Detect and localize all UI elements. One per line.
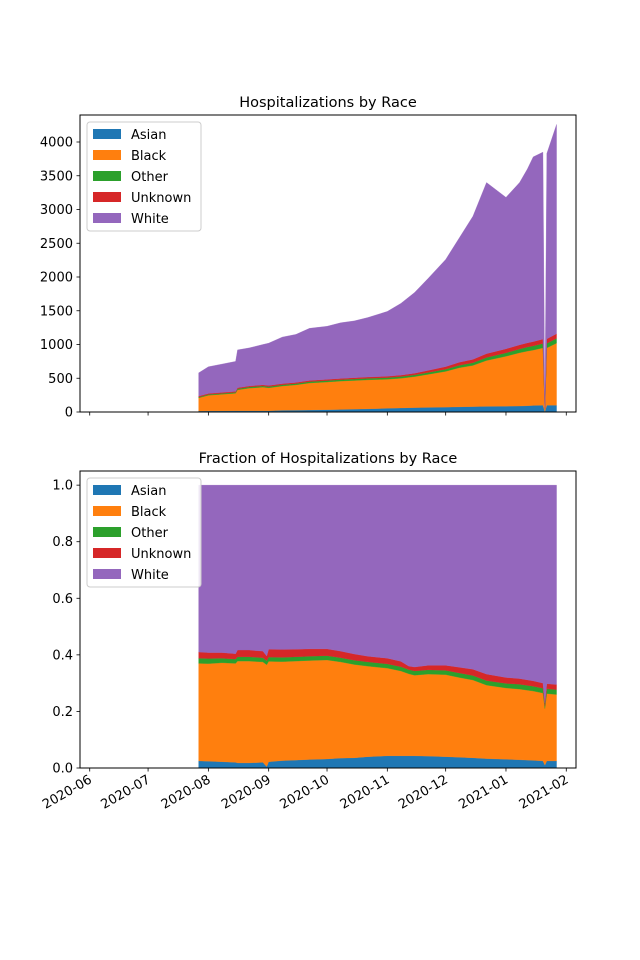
bottom-legend-swatch-other xyxy=(93,527,121,537)
bottom-legend-swatch-asian xyxy=(93,485,121,495)
bottom-legend-label-white: White xyxy=(131,568,169,583)
top-y-tick-label: 2000 xyxy=(40,271,73,286)
top-legend-label-other: Other xyxy=(131,170,169,185)
bottom-chart-title: Fraction of Hospitalizations by Race xyxy=(199,451,458,467)
top-legend-label-white: White xyxy=(131,212,169,227)
bottom-y-tick-label: 0.8 xyxy=(52,535,73,550)
top-chart-x-axis xyxy=(89,412,567,416)
bottom-legend-label-asian: Asian xyxy=(131,484,166,499)
bottom-chart-y-axis: 0.0 0.2 0.4 0.6 0.8 1.0 xyxy=(52,479,80,777)
bottom-legend-label-black: Black xyxy=(131,505,167,520)
bottom-y-tick-label: 0.4 xyxy=(52,648,73,663)
bottom-y-tick-label: 0.2 xyxy=(52,705,73,720)
top-y-tick-label: 2500 xyxy=(40,237,73,252)
top-y-tick-label: 3000 xyxy=(40,203,73,218)
bottom-legend-swatch-black xyxy=(93,506,121,516)
top-legend-label-black: Black xyxy=(131,149,167,164)
top-y-tick-label: 4000 xyxy=(40,136,73,151)
bottom-legend-label-other: Other xyxy=(131,526,169,541)
top-legend-swatch-unknown xyxy=(93,192,121,202)
top-chart-areas xyxy=(198,124,557,413)
top-chart-legend: Asian Black Other Unknown White xyxy=(86,121,202,232)
bottom-area-white xyxy=(198,484,557,703)
bottom-chart-areas xyxy=(198,484,557,769)
bottom-chart-frame xyxy=(79,470,577,769)
top-y-tick-label: 0 xyxy=(65,406,73,421)
top-chart: Hospitalizations by Race 0 500 1000 1500 200… xyxy=(40,95,577,421)
bottom-legend-swatch-white xyxy=(93,569,121,579)
bottom-chart-legend: Asian Black Other Unknown White xyxy=(86,477,202,588)
bottom-legend-swatch-unknown xyxy=(93,548,121,558)
top-chart-y-axis: 0 500 1000 1500 2000 2500 3000 3500 4000 xyxy=(40,136,80,421)
top-legend-box xyxy=(86,121,202,232)
top-y-tick-label: 1500 xyxy=(40,304,73,319)
top-chart-title: Hospitalizations by Race xyxy=(239,95,417,111)
top-legend-swatch-other xyxy=(93,171,121,181)
top-y-tick-label: 1000 xyxy=(40,338,73,353)
top-y-tick-label: 500 xyxy=(48,372,73,387)
bottom-y-tick-label: 0.0 xyxy=(52,762,73,777)
bottom-y-tick-label: 1.0 xyxy=(52,479,73,494)
top-legend-swatch-black xyxy=(93,150,121,160)
bottom-legend-box xyxy=(86,477,202,588)
top-y-tick-label: 3500 xyxy=(40,169,73,184)
top-area-white xyxy=(198,124,557,409)
top-legend-swatch-white xyxy=(93,213,121,223)
bottom-legend-label-unknown: Unknown xyxy=(131,547,191,562)
top-legend-label-asian: Asian xyxy=(131,128,166,143)
top-chart-frame xyxy=(79,114,577,413)
top-legend-label-unknown: Unknown xyxy=(131,191,191,206)
top-legend-swatch-asian xyxy=(93,129,121,139)
bottom-y-tick-label: 0.6 xyxy=(52,592,73,607)
